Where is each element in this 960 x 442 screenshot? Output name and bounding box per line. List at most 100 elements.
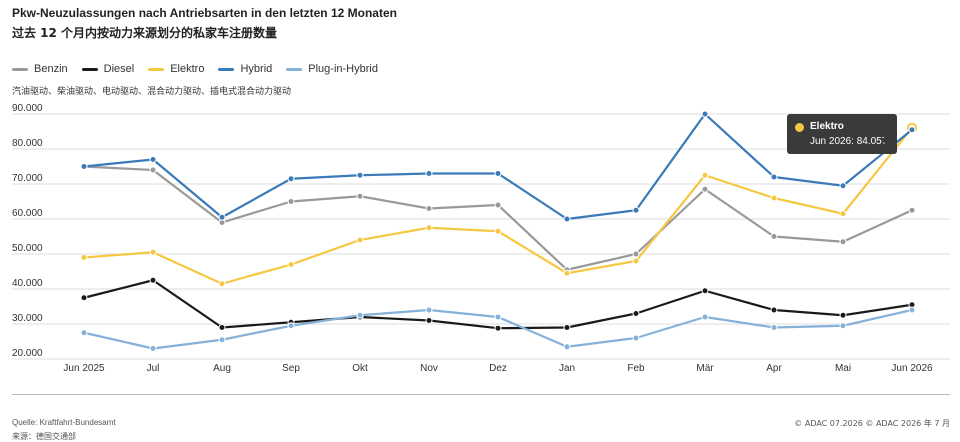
legend-label: Diesel	[103, 63, 135, 75]
x-tick-label: Sep	[282, 363, 300, 374]
data-point-diesel[interactable]	[494, 324, 502, 332]
data-point-benzin[interactable]	[839, 238, 847, 246]
legend-subtitle: 汽油驱动、柴油驱动、电动驱动、混合动力驱动、插电式混合动力驱动	[12, 87, 292, 97]
legend-swatch	[81, 67, 98, 71]
data-point-hybrid[interactable]	[632, 206, 640, 214]
data-point-benzin[interactable]	[632, 250, 640, 258]
data-point-elektro[interactable]	[149, 248, 157, 256]
data-point-elektro[interactable]	[839, 210, 847, 218]
data-point-diesel[interactable]	[839, 311, 847, 319]
y-tick-label: 30.000	[12, 313, 43, 324]
x-tick-label: Mär	[696, 363, 714, 374]
chart-title: Pkw-Neuzulassungen nach Antriebsarten in…	[12, 6, 397, 20]
data-point-elektro[interactable]	[770, 194, 778, 202]
x-tick-label: Jun 2025	[63, 363, 105, 374]
data-point-benzin[interactable]	[356, 192, 364, 200]
data-point-plug-in-hybrid[interactable]	[908, 306, 916, 314]
data-point-hybrid[interactable]	[563, 215, 571, 223]
chart-legend: Benzin Diesel Elektro Hybrid Plug-in-Hybrid	[12, 63, 378, 75]
y-tick-label: 90.000	[12, 103, 43, 114]
data-point-elektro[interactable]	[287, 261, 295, 268]
data-point-hybrid[interactable]	[149, 156, 157, 163]
data-point-hybrid[interactable]	[770, 173, 778, 181]
data-point-elektro[interactable]	[701, 171, 709, 179]
x-tick-label: Mai	[835, 363, 851, 374]
x-tick-label: Aug	[213, 363, 231, 374]
data-point-elektro[interactable]	[425, 224, 433, 232]
chart-tooltip: Elektro Jun 2026: 84.057	[787, 114, 897, 154]
tooltip-value: Jun 2026: 84.057	[810, 136, 888, 147]
line-chart: 90.000 80.000 70.000 60.000 50.000 40.000 30.0…	[12, 103, 950, 374]
x-tick-label: Apr	[766, 363, 782, 374]
legend-label: Hybrid	[240, 63, 273, 75]
legend-item-plug-in-hybrid[interactable]: Plug-in-Hybrid	[286, 63, 378, 75]
x-tick-label: Jul	[147, 363, 160, 374]
data-point-plug-in-hybrid[interactable]	[287, 322, 295, 330]
data-point-hybrid[interactable]	[218, 213, 226, 221]
data-point-hybrid[interactable]	[701, 110, 709, 118]
legend-label: Plug-in-Hybrid	[308, 63, 378, 75]
tooltip-series-name: Elektro	[810, 121, 844, 132]
data-point-elektro[interactable]	[218, 280, 226, 288]
data-point-plug-in-hybrid[interactable]	[356, 311, 364, 319]
data-point-benzin[interactable]	[494, 201, 502, 209]
data-point-plug-in-hybrid[interactable]	[149, 345, 157, 352]
data-point-plug-in-hybrid[interactable]	[563, 343, 571, 351]
y-tick-label: 80.000	[12, 138, 43, 149]
data-point-benzin[interactable]	[701, 185, 709, 193]
data-point-elektro[interactable]	[494, 227, 502, 235]
legend-item-diesel[interactable]: Diesel	[81, 63, 135, 75]
data-point-hybrid[interactable]	[287, 175, 295, 183]
data-point-diesel[interactable]	[218, 324, 226, 331]
tooltip-arrow	[884, 131, 892, 143]
data-point-diesel[interactable]	[425, 317, 433, 324]
data-point-plug-in-hybrid[interactable]	[218, 336, 226, 344]
data-point-hybrid[interactable]	[908, 126, 916, 134]
data-point-diesel[interactable]	[632, 310, 640, 317]
data-point-benzin[interactable]	[770, 233, 778, 240]
legend-item-benzin[interactable]: Benzin	[12, 63, 68, 75]
data-point-elektro[interactable]	[356, 236, 364, 244]
source-note-cn: 来源：德国交通部	[12, 432, 76, 441]
y-tick-label: 60.000	[12, 208, 43, 219]
legend-label: Benzin	[34, 63, 68, 75]
data-point-hybrid[interactable]	[839, 182, 847, 190]
data-point-hybrid[interactable]	[494, 170, 502, 177]
data-point-benzin[interactable]	[425, 205, 433, 212]
data-point-benzin[interactable]	[287, 198, 295, 205]
data-point-hybrid[interactable]	[80, 163, 88, 170]
data-point-hybrid[interactable]	[425, 170, 433, 177]
data-point-elektro[interactable]	[80, 254, 88, 261]
data-point-plug-in-hybrid[interactable]	[839, 322, 847, 330]
data-point-plug-in-hybrid[interactable]	[632, 334, 640, 342]
y-tick-label: 40.000	[12, 278, 43, 289]
data-point-benzin[interactable]	[908, 206, 916, 214]
bottom-divider	[12, 394, 950, 395]
data-point-diesel[interactable]	[80, 294, 88, 302]
data-point-elektro[interactable]	[563, 269, 571, 277]
x-tick-label: Feb	[627, 363, 645, 374]
data-point-hybrid[interactable]	[356, 171, 364, 179]
data-point-diesel[interactable]	[563, 324, 571, 331]
y-tick-label: 20.000	[12, 348, 43, 359]
data-point-diesel[interactable]	[770, 306, 778, 314]
data-point-elektro[interactable]	[632, 257, 640, 265]
legend-swatch	[12, 67, 28, 71]
data-point-plug-in-hybrid[interactable]	[425, 306, 433, 314]
data-point-plug-in-hybrid[interactable]	[80, 329, 88, 337]
copyright-note: © ADAC 07.2026 © ADAC 2026 年 7 月	[794, 419, 950, 428]
data-point-plug-in-hybrid[interactable]	[494, 313, 502, 321]
data-point-benzin[interactable]	[149, 166, 157, 174]
data-point-plug-in-hybrid[interactable]	[770, 324, 778, 331]
legend-swatch	[148, 67, 165, 71]
legend-item-hybrid[interactable]: Hybrid	[218, 63, 272, 75]
series-line-diesel[interactable]	[83, 279, 913, 330]
x-tick-label: Okt	[352, 363, 368, 374]
legend-swatch	[218, 67, 235, 71]
data-point-diesel[interactable]	[149, 276, 157, 284]
data-point-plug-in-hybrid[interactable]	[701, 313, 709, 321]
data-point-diesel[interactable]	[701, 287, 709, 295]
legend-item-elektro[interactable]: Elektro	[148, 63, 204, 75]
tooltip-series-dot	[795, 123, 804, 132]
legend-swatch	[286, 67, 303, 71]
